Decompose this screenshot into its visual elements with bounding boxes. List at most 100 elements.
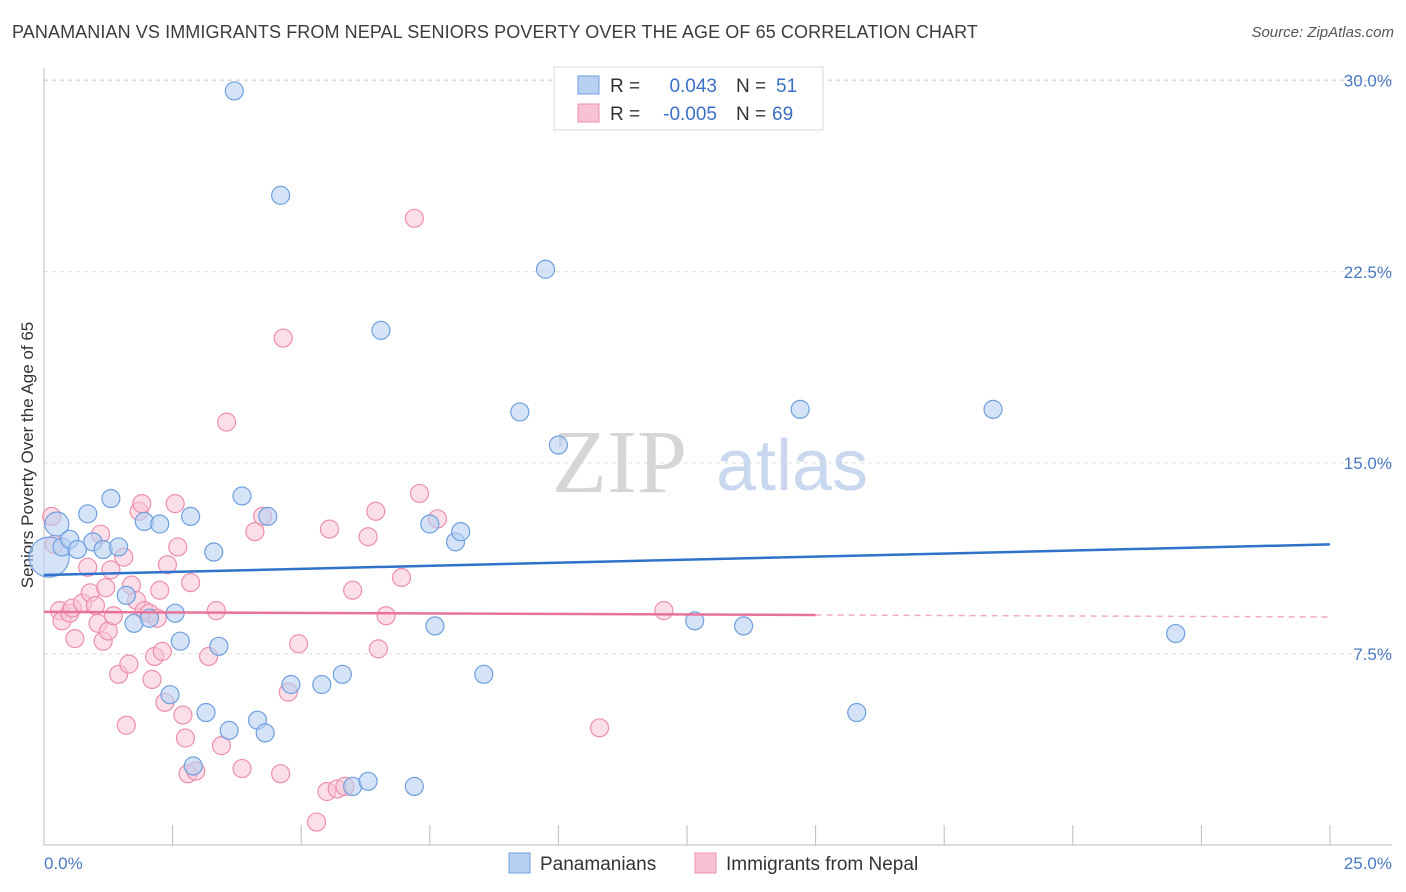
panamanians-point-50 [1166, 623, 1186, 644]
panamanians-point-47 [790, 399, 810, 419]
panamanians-point-46 [733, 616, 754, 636]
panamanians-point-42 [510, 402, 530, 422]
nepal-point-52 [289, 634, 309, 654]
x-tick-label-max: 25.0% [1344, 854, 1392, 873]
gridlines [44, 79, 1392, 655]
legend-n-value-1: 69 [772, 104, 793, 125]
nepal-point-43 [206, 601, 226, 621]
nepal-point-46 [232, 758, 252, 779]
nepal-point-45 [217, 412, 237, 432]
nepal-point-34 [157, 555, 178, 575]
panamanians-point-18 [181, 506, 201, 526]
bottom-legend: Panamanians Immigrants from Nepal [508, 852, 918, 875]
nepal-point-21 [119, 654, 139, 674]
nepal-point-17 [103, 606, 124, 626]
legend-r-label-1: R = [610, 104, 640, 125]
nepal-point-38 [175, 728, 196, 748]
watermark-zip: ZIP [552, 413, 687, 512]
nepal-point-64 [404, 208, 424, 228]
panamanians-point-29 [271, 185, 291, 205]
panamanians-point-17 [170, 631, 190, 651]
legend-n-label-0: N = [736, 76, 766, 97]
panamanians-point-32 [332, 664, 352, 684]
y-tick-label-3: 30.0% [1344, 72, 1392, 91]
nepal-point-55 [319, 519, 340, 539]
nepal-point-37 [173, 705, 193, 725]
nepal-point-28 [142, 669, 162, 690]
panamanians-point-15 [160, 685, 180, 705]
panamanians-point-41 [474, 664, 494, 684]
nepal-point-8 [78, 557, 98, 577]
y-axis-title: Seniors Poverty Over the Age of 65 [18, 322, 37, 588]
panamanians-point-23 [219, 720, 239, 740]
nepal-point-60 [366, 501, 386, 521]
panamanians-point-22 [209, 636, 229, 656]
panamanians-point-24 [224, 81, 244, 101]
panamanians-point-49 [983, 399, 1003, 419]
nepal-point-35 [165, 494, 185, 514]
bottom-legend-swatch-panamanians [508, 852, 531, 874]
panamanians-point-4 [67, 539, 88, 560]
nepal-point-53 [307, 812, 327, 832]
y-tick-label-0: 7.5% [1353, 645, 1392, 664]
nepal-point-44 [211, 736, 232, 756]
axes [43, 68, 1392, 846]
trend-lines [43, 543, 1331, 618]
nepal-trend-line-extension [815, 614, 1331, 618]
nepal-point-31 [150, 580, 170, 600]
nepal-point-6 [65, 629, 85, 649]
nepal-point-68 [654, 601, 674, 621]
legend-r-value-0: 0.043 [669, 76, 717, 97]
panamanians-point-43 [535, 259, 556, 279]
panamanians-point-40 [451, 522, 471, 542]
panamanians-point-31 [312, 674, 332, 695]
panamanians-point-13 [139, 608, 160, 628]
nepal-point-63 [391, 567, 412, 588]
bottom-legend-label-panamanians: Panamanians [540, 854, 656, 875]
panamanians-point-20 [196, 702, 216, 723]
panamanians-point-38 [425, 616, 445, 636]
bottom-legend-label-nepal: Immigrants from Nepal [726, 854, 918, 875]
nepal-point-32 [152, 641, 172, 661]
panamanians-point-1 [44, 511, 70, 537]
legend-r-value-1: -0.005 [663, 104, 717, 125]
x-tick-label-min: 0.0% [44, 854, 83, 873]
nepal-point-65 [409, 483, 430, 504]
nepal-point-49 [271, 764, 291, 784]
panamanians-trend-line [43, 543, 1331, 577]
chart-source: Source: ZipAtlas.com [1251, 24, 1394, 41]
panamanians-point-9 [108, 537, 129, 557]
y-tick-label-2: 22.5% [1344, 263, 1392, 282]
nepal-point-61 [368, 639, 388, 659]
nepal-point-20 [116, 715, 136, 735]
legend-n-label-1: N = [736, 104, 766, 125]
legend-swatch-panamanians [577, 75, 600, 95]
panamanians-point-30 [281, 674, 301, 695]
legend-n-value-0: 51 [776, 76, 797, 97]
panamanians-point-10 [116, 585, 136, 605]
nepal-point-36 [168, 537, 188, 557]
panamanians-point-36 [404, 776, 424, 797]
panamanians-point-27 [255, 723, 275, 743]
nepal-point-50 [273, 328, 293, 348]
legend-r-label-0: R = [610, 76, 640, 97]
nepal-point-59 [358, 527, 378, 547]
panamanians-point-37 [420, 514, 440, 534]
nepal-point-67 [589, 718, 610, 738]
nepal-point-14 [96, 578, 116, 598]
panamanians-point-19 [183, 756, 203, 776]
panamanians-point-48 [847, 702, 867, 723]
x-tick-labels: 0.0% 25.0% [44, 854, 1392, 873]
nepal-point-40 [181, 573, 201, 593]
series-panamanians-points [28, 81, 1186, 797]
nepal-trend-line [43, 610, 816, 617]
panamanians-point-34 [358, 771, 378, 791]
chart-title: PANAMANIAN VS IMMIGRANTS FROM NEPAL SENI… [12, 22, 978, 42]
nepal-point-47 [245, 522, 265, 542]
panamanians-point-28 [258, 506, 278, 526]
nepal-point-58 [343, 580, 363, 600]
watermark: ZIP atlas [552, 413, 868, 512]
panamanians-point-45 [685, 611, 705, 631]
y-tick-labels: 7.5% 15.0% 22.5% 30.0% [1344, 72, 1392, 664]
